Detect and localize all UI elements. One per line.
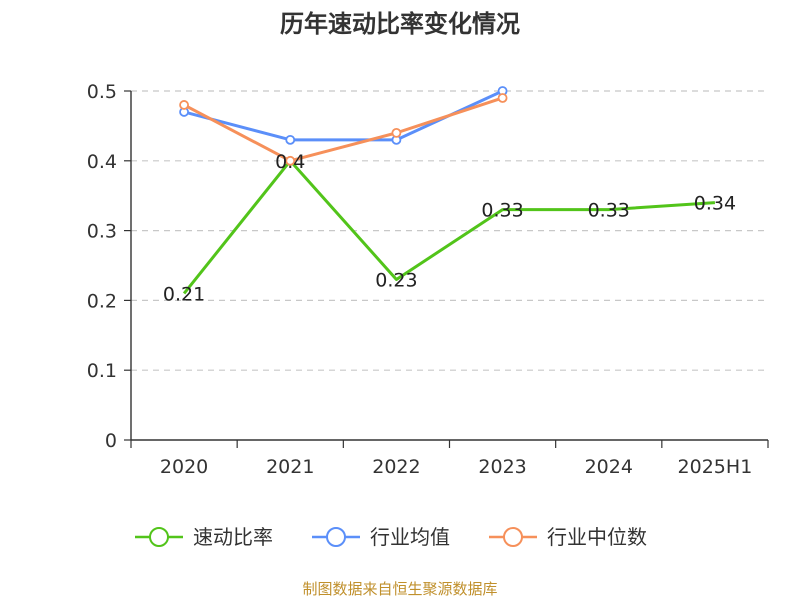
data-label: 0.4 bbox=[275, 151, 305, 173]
x-tick-label: 2023 bbox=[478, 456, 526, 478]
legend-marker bbox=[503, 527, 523, 547]
series-line-0 bbox=[182, 159, 716, 295]
legend-marker bbox=[326, 527, 346, 547]
series-point-2 bbox=[285, 155, 296, 166]
data-label: 0.34 bbox=[694, 193, 736, 215]
data-label: 0.33 bbox=[481, 200, 523, 222]
y-tick-label: 0.2 bbox=[87, 290, 117, 312]
y-tick-label: 0.4 bbox=[87, 151, 117, 173]
series-point-2 bbox=[391, 127, 402, 138]
chart-title: 历年速动比率变化情况 bbox=[280, 10, 520, 38]
legend-label: 速动比率 bbox=[193, 525, 273, 549]
legend-marker bbox=[149, 527, 169, 547]
series-line-1 bbox=[183, 89, 504, 142]
legend-label: 行业中位数 bbox=[547, 525, 647, 549]
series-point-1 bbox=[285, 134, 296, 145]
series-point-2 bbox=[497, 93, 508, 103]
y-tick-label: 0.1 bbox=[87, 360, 117, 382]
axes: 0 0.1 0.2 0.3 0.4 0.5 2020 2021 2022 2023 2024 2025… bbox=[87, 81, 769, 478]
y-tick-label: 0 bbox=[105, 430, 117, 452]
legend-label: 行业均值 bbox=[370, 525, 450, 549]
source-note: 制图数据来自恒生聚源数据库 bbox=[302, 580, 497, 598]
legend[interactable]: 速动比率 行业均值 行业中位数 bbox=[135, 525, 647, 549]
data-labels: 0.21 0.4 0.23 0.33 0.33 0.34 bbox=[163, 151, 736, 306]
data-label: 0.21 bbox=[163, 283, 205, 305]
x-tick-label: 2020 bbox=[160, 456, 208, 478]
data-label: 0.33 bbox=[588, 200, 630, 222]
x-tick-label: 2021 bbox=[266, 456, 314, 478]
x-tick-label: 2025H1 bbox=[678, 456, 753, 478]
legend-item-2[interactable]: 行业中位数 bbox=[489, 525, 647, 549]
series-layer bbox=[179, 86, 716, 295]
x-tick-label: 2022 bbox=[372, 456, 420, 478]
data-label: 0.23 bbox=[375, 269, 417, 291]
grid-lines bbox=[131, 90, 768, 371]
series-point-2 bbox=[179, 100, 189, 110]
x-tick-label: 2024 bbox=[585, 456, 633, 478]
y-tick-label: 0.5 bbox=[87, 81, 117, 103]
legend-item-0[interactable]: 速动比率 bbox=[135, 525, 273, 549]
series-line-2 bbox=[183, 96, 504, 163]
y-tick-label: 0.3 bbox=[87, 221, 117, 243]
legend-item-1[interactable]: 行业均值 bbox=[312, 525, 450, 549]
